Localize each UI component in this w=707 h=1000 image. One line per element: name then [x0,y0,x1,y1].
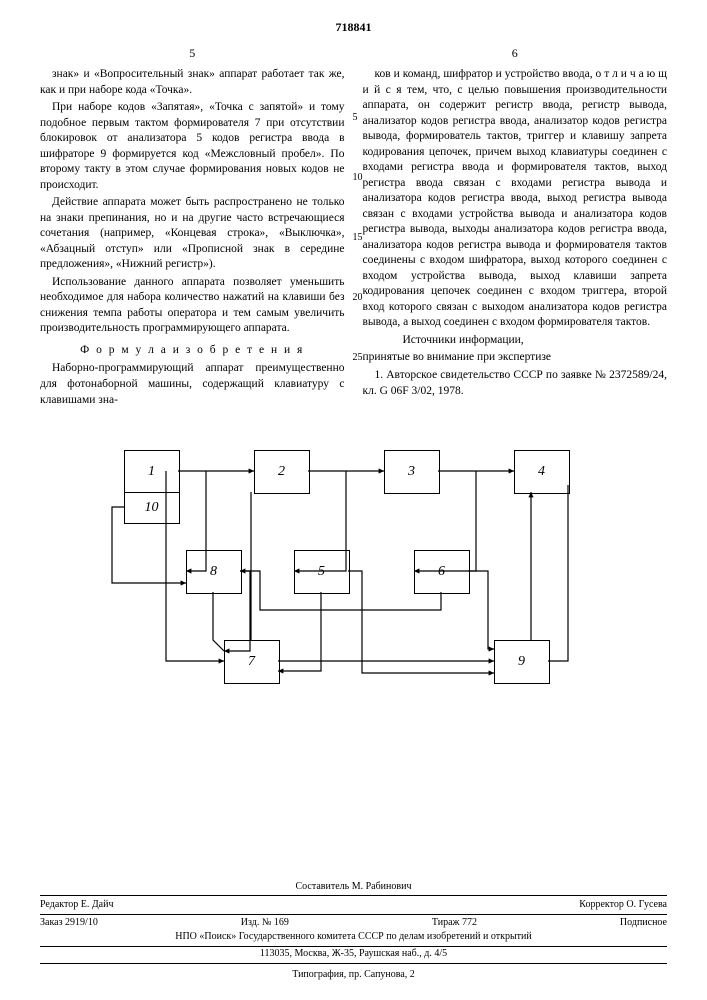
text-columns: 5 знак» и «Вопросительный знак» аппарат … [40,45,667,410]
para: Действие аппарата может быть распростран… [40,195,345,273]
para: 1. Авторское свидетельство СССР по заявк… [363,368,668,399]
para: Использование данного аппарата позволяет… [40,275,345,337]
left-col-number: 5 [40,45,345,61]
right-col-number: 6 [363,45,668,61]
footer-org: НПО «Поиск» Государственного комитета СС… [40,930,667,947]
footer-tirazh: Тираж 772 [432,916,477,930]
footer: Составитель М. Рабинович Редактор Е. Дай… [40,880,667,982]
sources-sub: принятые во внимание при экспертизе [363,350,668,366]
diagram-wires [94,430,614,700]
line-marker: 20 [353,293,363,303]
page: 718841 5 знак» и «Вопросительный знак» а… [0,0,707,1000]
footer-izd: Изд. № 169 [241,916,289,930]
para: Наборно-программирующий аппарат преимуще… [40,361,345,408]
block-diagram: 11023485679 [94,430,614,700]
line-marker: 25 [353,353,363,363]
para: ков и команд, шифратор и устройство ввод… [363,67,668,331]
footer-credits: Редактор Е. Дайч Корректор О. Гусева [40,895,667,915]
right-column: 5 10 15 20 25 6 ков и команд, шифратор и… [363,45,668,410]
footer-editor: Редактор Е. Дайч [40,898,113,912]
footer-order: Заказ 2919/10 [40,916,98,930]
sources-title: Источники информации, [363,333,668,349]
line-marker: 10 [353,173,363,183]
formula-title: Ф о р м у л а и з о б р е т е н и я [40,343,345,359]
para: знак» и «Вопросительный знак» аппарат ра… [40,67,345,98]
footer-corrector: Корректор О. Гусева [579,898,667,912]
para: При наборе кодов «Запятая», «Точка с зап… [40,100,345,193]
line-marker: 5 [353,113,358,123]
left-column: 5 знак» и «Вопросительный знак» аппарат … [40,45,345,410]
footer-sign: Подписное [620,916,667,930]
footer-typo: Типография, пр. Сапунова, 2 [40,964,667,982]
line-marker: 15 [353,233,363,243]
footer-print-info: Заказ 2919/10 Изд. № 169 Тираж 772 Подпи… [40,915,667,930]
document-number: 718841 [40,20,667,35]
footer-addr: 113035, Москва, Ж-35, Раушская наб., д. … [40,947,667,964]
footer-composer: Составитель М. Рабинович [40,880,667,894]
